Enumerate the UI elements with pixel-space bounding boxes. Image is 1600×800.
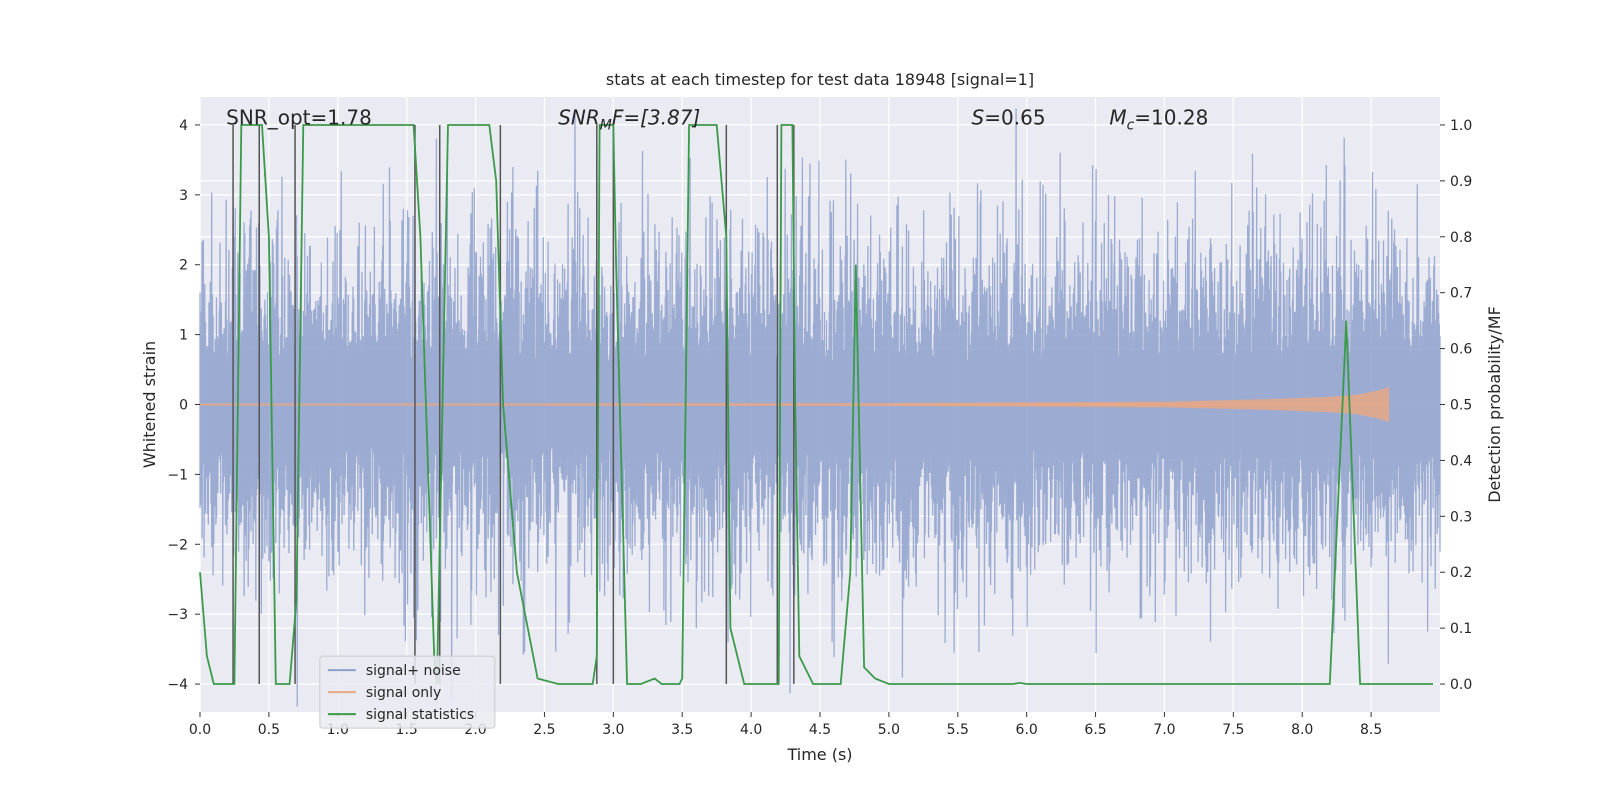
x-tick-label-14: 7.0: [1153, 722, 1175, 738]
legend-items: signal+ noise signal only signal statistic…: [327, 663, 474, 723]
y-tick-label-5: 1: [179, 328, 188, 344]
legend-box: [319, 655, 496, 729]
annotation-mc-rest: =10.28: [1134, 105, 1208, 129]
y2-axis-label: Detection probability/MF: [1485, 306, 1504, 503]
legend: signal+ noise signal only signal statistic…: [319, 655, 496, 729]
chart-title: stats at each timestep for test data 189…: [606, 70, 1034, 89]
y-tick-label-4: 0: [179, 398, 188, 414]
annotation-snr-mf-base: SNR: [558, 105, 600, 129]
x-tick-label-12: 6.0: [1016, 722, 1038, 738]
statistics-line: [199, 124, 1434, 685]
x-tick-label-7: 3.5: [671, 722, 693, 738]
series-signal-statistics: [199, 124, 1434, 685]
y-tick-label-7: 3: [179, 188, 188, 204]
y2-tick-label-3: 0.3: [1450, 509, 1472, 525]
x-tick-label-10: 5.0: [878, 722, 900, 738]
annotation-s-rest: =0.65: [984, 105, 1045, 129]
annotation-mc-base: M: [1109, 105, 1126, 129]
y-tick-label-0: −4: [167, 677, 188, 693]
x-tick-label-13: 6.5: [1084, 722, 1106, 738]
y2-tick-label-9: 0.9: [1450, 174, 1472, 190]
y2-tick-label-8: 0.8: [1450, 230, 1472, 246]
y-tick-label-6: 2: [179, 258, 188, 274]
noise-line: [199, 108, 1441, 707]
series-signal-noise: [199, 108, 1441, 707]
y-tick-label-1: −3: [167, 607, 188, 623]
y2-tick-label-6: 0.6: [1450, 342, 1472, 358]
x-tick-label-6: 3.0: [602, 722, 624, 738]
y2-tick-label-7: 0.7: [1450, 286, 1472, 302]
y-axis-label: Whitened strain: [140, 341, 159, 468]
annotation-snr-mf-rest: F=[3.87]: [612, 105, 700, 129]
x-tick-label-16: 8.0: [1291, 722, 1313, 738]
x-tick-label-1: 0.5: [258, 722, 280, 738]
x-tick-label-9: 4.5: [809, 722, 831, 738]
y-tick-label-8: 4: [179, 118, 188, 134]
y-tick-label-3: −1: [167, 467, 188, 483]
annotation-mc-sub: c: [1127, 117, 1135, 133]
x-tick-label-15: 7.5: [1222, 722, 1244, 738]
x-tick-label-17: 8.5: [1360, 722, 1382, 738]
annotation-mc: Mc=10.28: [1109, 105, 1208, 133]
annotation-snr-opt: SNR_opt=1.78: [226, 105, 372, 129]
x-axis-label: Time (s): [786, 745, 852, 764]
y2-tick-label-0: 0.0: [1450, 677, 1472, 693]
y2-tick-label-1: 0.1: [1450, 621, 1472, 637]
annotation-snr-mf-sub: M: [600, 117, 612, 133]
annotation-s: S=0.65: [972, 105, 1046, 129]
legend-label-1: signal only: [366, 685, 441, 701]
x-tick-label-11: 5.5: [947, 722, 969, 738]
annotation-s-italic: S: [972, 105, 985, 129]
y-tick-label-2: −2: [167, 537, 188, 553]
y2-tick-label-4: 0.4: [1450, 453, 1472, 469]
y2-axis-ticks: 0.0 0.1 0.2 0.3 0.4 0.5 0.6 0.7 0.8 0.9 1.0: [1440, 118, 1472, 693]
y-axis-ticks: −4 −3 −2 −1 0 1 2 3 4: [167, 118, 200, 693]
y2-tick-label-5: 0.5: [1450, 398, 1472, 414]
x-tick-label-8: 4.0: [740, 722, 762, 738]
x-tick-label-5: 2.5: [533, 722, 555, 738]
annotation-snr-mf: SNRMF=[3.87]: [558, 105, 700, 133]
legend-label-2: signal statistics: [366, 707, 474, 723]
legend-label-0: signal+ noise: [366, 663, 461, 679]
vertical-markers: [232, 124, 795, 685]
y2-tick-label-10: 1.0: [1450, 118, 1472, 134]
y2-tick-label-2: 0.2: [1450, 565, 1472, 581]
x-tick-label-0: 0.0: [189, 722, 211, 738]
